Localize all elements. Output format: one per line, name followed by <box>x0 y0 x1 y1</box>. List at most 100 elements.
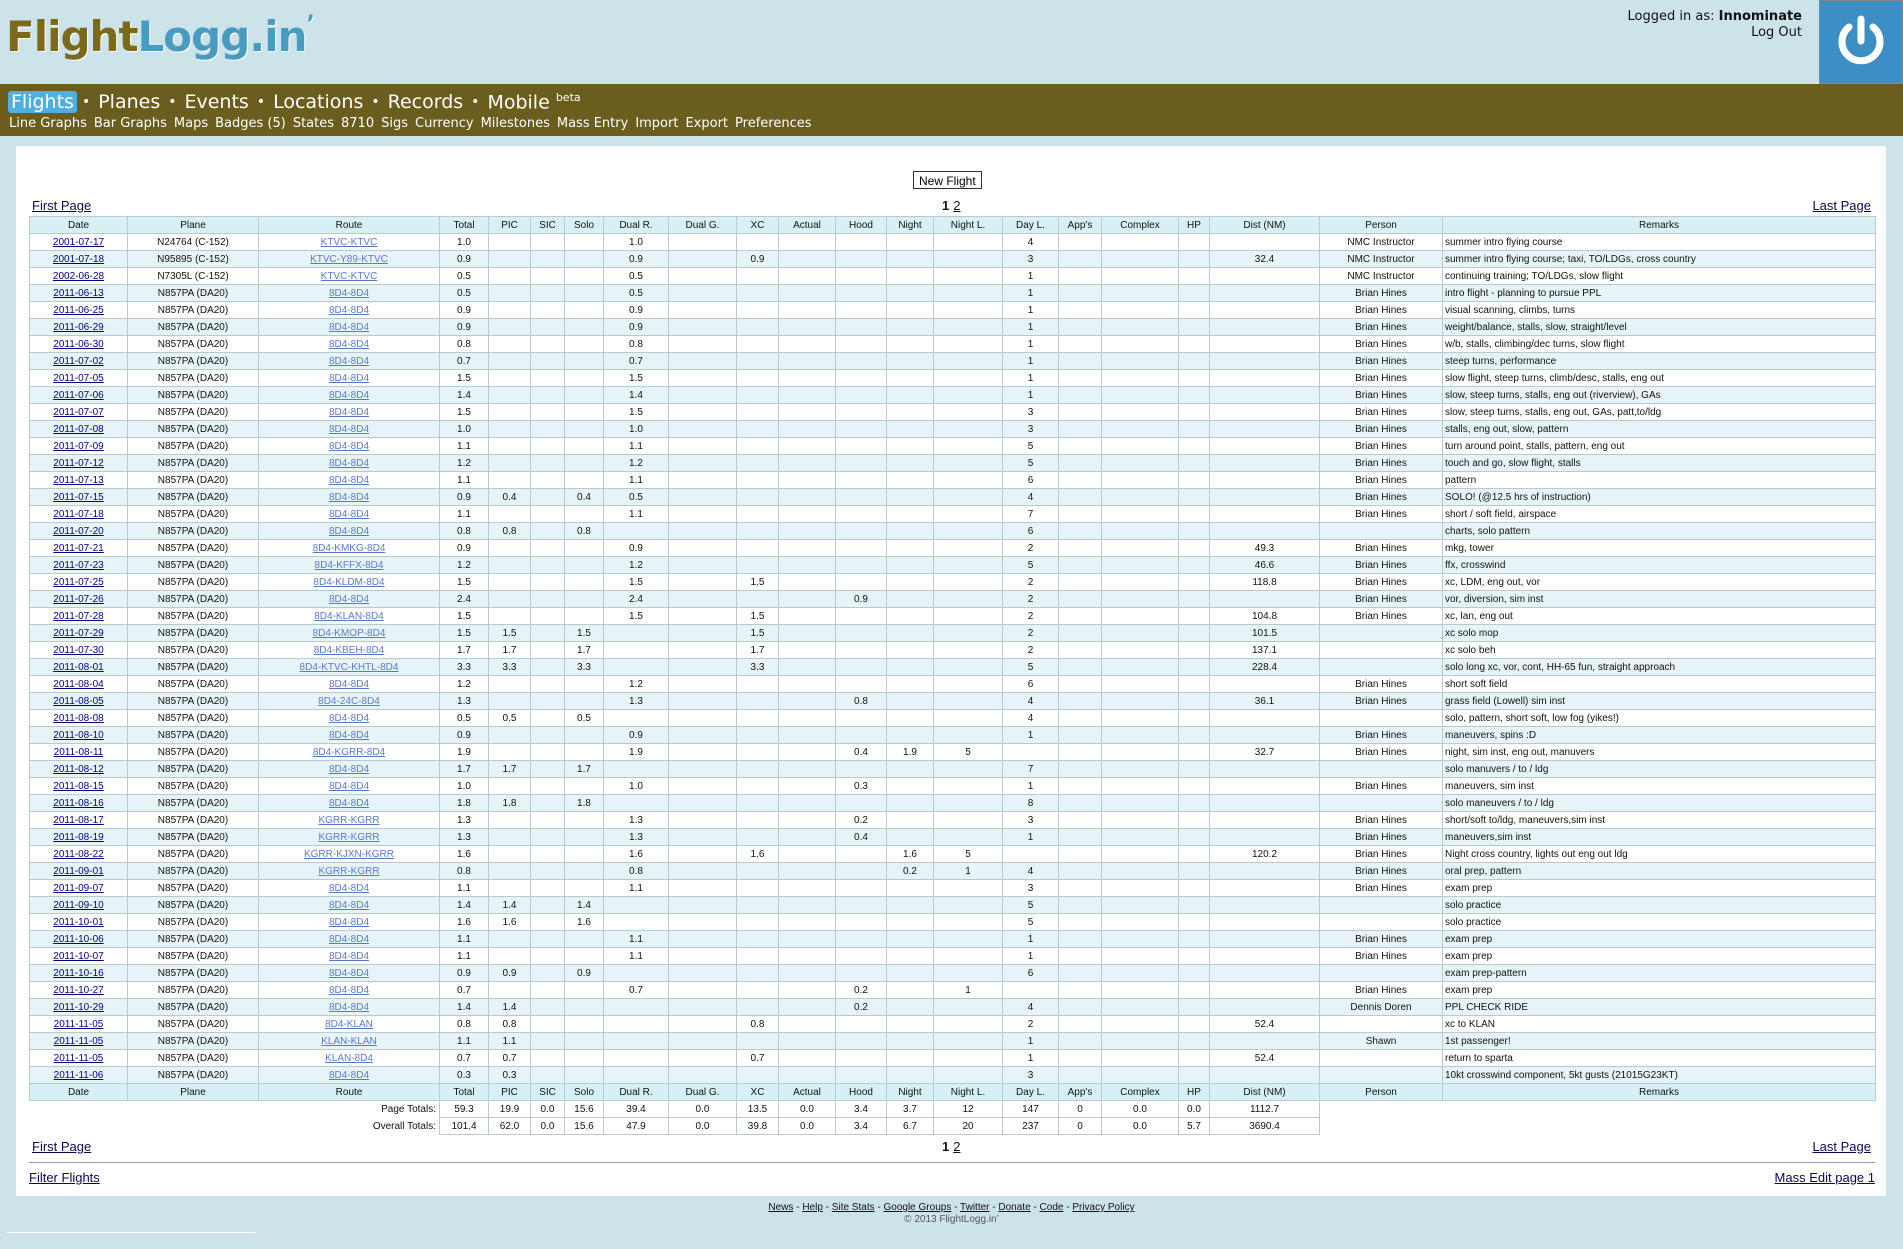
date-link[interactable]: 2011-09-07 <box>53 882 104 894</box>
route-link[interactable]: 8D4-8D4 <box>328 916 370 928</box>
date-link[interactable]: 2011-11-06 <box>53 1069 104 1081</box>
date-link[interactable]: 2011-08-15 <box>53 780 104 792</box>
column-header-total[interactable]: Total <box>439 216 489 234</box>
route-link[interactable]: 8D4-8D4 <box>328 491 370 503</box>
column-header-remarks[interactable]: Remarks <box>1442 216 1876 234</box>
column-header-xc[interactable]: XC <box>736 216 779 234</box>
subnav-export[interactable]: Export <box>685 116 729 131</box>
date-link[interactable]: 2001-07-18 <box>52 253 105 265</box>
route-link[interactable]: 8D4-8D4 <box>328 882 370 894</box>
date-link[interactable]: 2011-08-04 <box>53 678 104 690</box>
route-link[interactable]: 8D4-8D4 <box>328 474 370 486</box>
first-page-link-top[interactable]: First Page <box>32 198 92 213</box>
route-link[interactable]: 8D4-8D4 <box>328 508 370 520</box>
route-link[interactable]: 8D4-KLDM-8D4 <box>313 576 385 588</box>
subnav-mass-entry[interactable]: Mass Entry <box>556 116 629 131</box>
route-link[interactable]: 8D4-8D4 <box>328 678 370 690</box>
page-2[interactable]: 2 <box>953 1139 961 1154</box>
route-link[interactable]: 8D4-8D4 <box>328 797 370 809</box>
date-link[interactable]: 2011-07-08 <box>53 423 104 435</box>
footer-link-code[interactable]: Code <box>1039 1202 1064 1213</box>
date-link[interactable]: 2011-06-29 <box>53 321 104 333</box>
column-header-night[interactable]: Night <box>886 216 934 234</box>
date-link[interactable]: 2011-07-21 <box>53 542 104 554</box>
date-link[interactable]: 2011-07-26 <box>53 593 104 605</box>
route-link[interactable]: 8D4-KMKG-8D4 <box>312 542 386 554</box>
date-link[interactable]: 2011-07-30 <box>53 644 104 656</box>
column-header-day-l[interactable]: Day L. <box>1002 216 1059 234</box>
route-link[interactable]: 8D4-KGRR-8D4 <box>312 746 386 758</box>
footer-link-help[interactable]: Help <box>802 1202 823 1213</box>
date-link[interactable]: 2011-08-17 <box>53 814 104 826</box>
column-header-hp[interactable]: HP <box>1178 216 1210 234</box>
route-link[interactable]: KTVC-KTVC <box>320 270 378 282</box>
date-link[interactable]: 2011-07-28 <box>53 610 104 622</box>
column-header-dual-g[interactable]: Dual G. <box>668 216 737 234</box>
date-link[interactable]: 2011-07-12 <box>53 457 104 469</box>
date-link[interactable]: 2011-10-16 <box>53 967 104 979</box>
route-link[interactable]: 8D4-8D4 <box>328 321 370 333</box>
date-link[interactable]: 2011-10-01 <box>53 916 104 928</box>
date-link[interactable]: 2011-10-07 <box>53 950 104 962</box>
date-link[interactable]: 2011-08-22 <box>53 848 104 860</box>
nav-locations[interactable]: Locations <box>273 91 364 113</box>
logout-link[interactable]: Log Out <box>1751 25 1802 40</box>
date-link[interactable]: 2011-08-05 <box>53 695 104 707</box>
footer-link-privacy-policy[interactable]: Privacy Policy <box>1072 1202 1135 1213</box>
subnav-line-graphs[interactable]: Line Graphs <box>9 116 87 131</box>
route-link[interactable]: 8D4-8D4 <box>328 933 370 945</box>
route-link[interactable]: 8D4-8D4 <box>328 389 370 401</box>
route-link[interactable]: 8D4-8D4 <box>328 984 370 996</box>
route-link[interactable]: KLAN-8D4 <box>325 1052 373 1064</box>
date-link[interactable]: 2011-06-13 <box>53 287 104 299</box>
route-link[interactable]: 8D4-8D4 <box>328 304 370 316</box>
date-link[interactable]: 2011-10-06 <box>53 933 104 945</box>
date-link[interactable]: 2011-08-10 <box>53 729 104 741</box>
footer-link-donate[interactable]: Donate <box>998 1202 1031 1213</box>
date-link[interactable]: 2002-06-28 <box>52 270 105 282</box>
route-link[interactable]: 8D4-8D4 <box>328 729 370 741</box>
date-link[interactable]: 2011-07-18 <box>53 508 104 520</box>
date-link[interactable]: 2011-08-16 <box>53 797 104 809</box>
subnav-sigs[interactable]: Sigs <box>381 116 408 131</box>
route-link[interactable]: 8D4-8D4 <box>328 780 370 792</box>
nav-flights[interactable]: Flights <box>8 91 77 113</box>
route-link[interactable]: 8D4-8D4 <box>328 1001 370 1013</box>
page-2[interactable]: 2 <box>953 198 961 213</box>
date-link[interactable]: 2011-11-05 <box>53 1035 104 1047</box>
footer-link-twitter[interactable]: Twitter <box>960 1202 990 1213</box>
column-header-person[interactable]: Person <box>1319 216 1443 234</box>
new-flight-button[interactable]: New Flight <box>913 171 982 189</box>
route-link[interactable]: 8D4-8D4 <box>328 355 370 367</box>
footer-link-news[interactable]: News <box>768 1202 794 1213</box>
route-link[interactable]: 8D4-8D4 <box>328 763 370 775</box>
route-link[interactable]: 8D4-8D4 <box>328 338 370 350</box>
column-header-complex[interactable]: Complex <box>1101 216 1179 234</box>
column-header-solo[interactable]: Solo <box>564 216 604 234</box>
date-link[interactable]: 2011-07-20 <box>53 525 104 537</box>
last-page-link-top[interactable]: Last Page <box>1812 198 1871 213</box>
nav-records[interactable]: Records <box>387 91 464 113</box>
column-header-dist-nm[interactable]: Dist (NM) <box>1209 216 1320 234</box>
date-link[interactable]: 2011-11-05 <box>53 1052 104 1064</box>
route-link[interactable]: 8D4-8D4 <box>328 372 370 384</box>
route-link[interactable]: KLAN-KLAN <box>321 1035 377 1047</box>
route-link[interactable]: KTVC-Y89-KTVC <box>310 253 388 265</box>
mass-edit-link[interactable]: Mass Edit page 1 <box>1774 1170 1875 1185</box>
subnav-states[interactable]: States <box>292 116 335 131</box>
subnav-bar-graphs[interactable]: Bar Graphs <box>93 116 167 131</box>
route-link[interactable]: 8D4-8D4 <box>328 712 370 724</box>
date-link[interactable]: 2011-08-12 <box>53 763 104 775</box>
date-link[interactable]: 2011-08-01 <box>53 661 104 673</box>
route-link[interactable]: 8D4-24C-8D4 <box>318 695 380 707</box>
subnav-8710[interactable]: 8710 <box>341 116 375 131</box>
subnav-milestones[interactable]: Milestones <box>480 116 550 131</box>
route-link[interactable]: 8D4-KLAN <box>325 1018 373 1030</box>
route-link[interactable]: 8D4-8D4 <box>328 1069 370 1081</box>
column-header-pic[interactable]: PIC <box>488 216 531 234</box>
route-link[interactable]: 8D4-8D4 <box>328 593 370 605</box>
date-link[interactable]: 2011-06-30 <box>53 338 104 350</box>
date-link[interactable]: 2011-09-01 <box>53 865 104 877</box>
column-header-route[interactable]: Route <box>258 216 440 234</box>
date-link[interactable]: 2011-07-07 <box>53 406 104 418</box>
